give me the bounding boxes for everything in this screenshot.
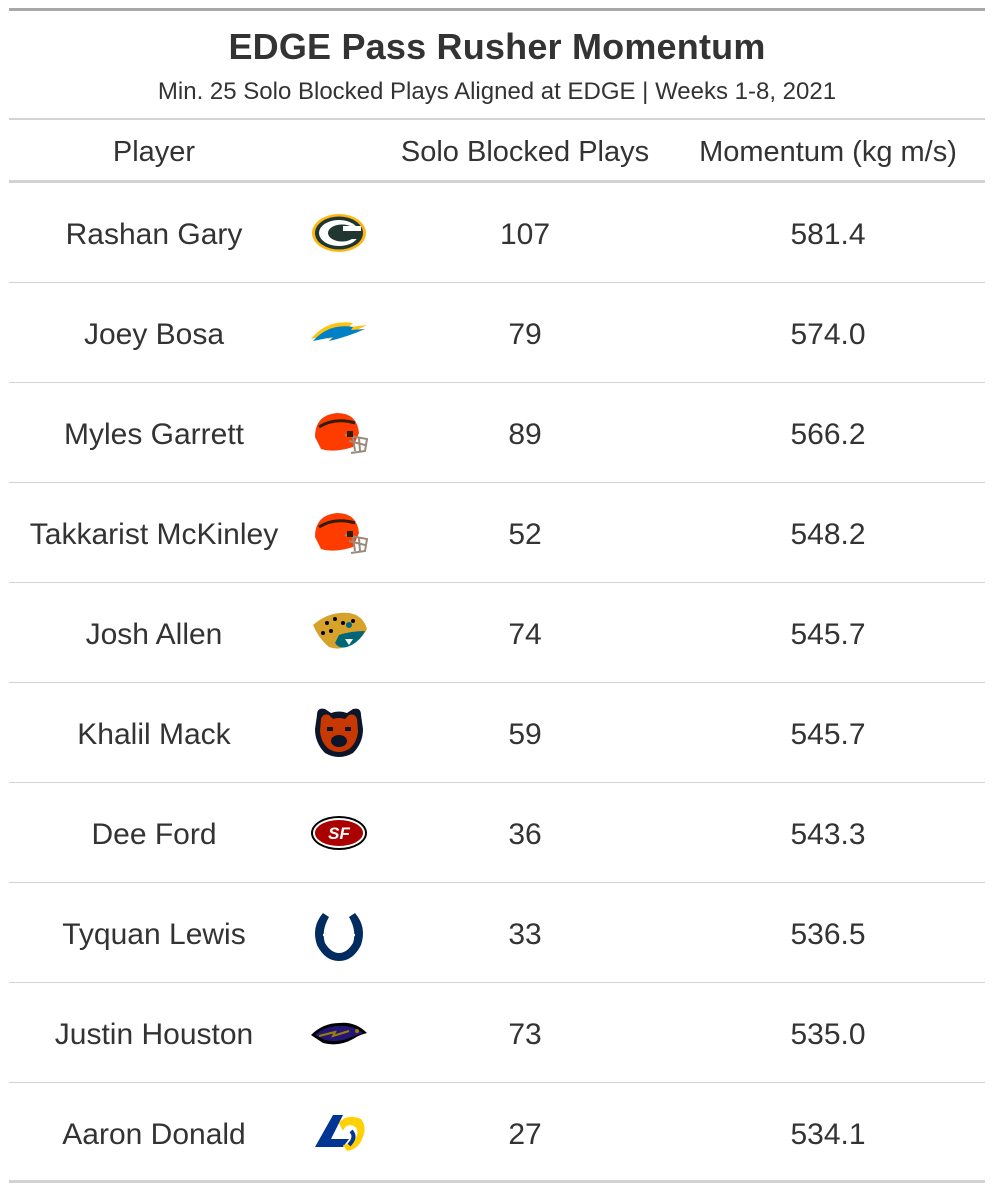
player-name: Aaron Donald	[62, 1118, 246, 1151]
solo-blocked-plays-value: 59	[508, 718, 542, 751]
solo-blocked-plays-value: 52	[508, 518, 542, 551]
momentum-value: 581.4	[790, 218, 866, 251]
jaguars-logo-icon-graphic	[313, 612, 367, 649]
table-body: Rashan Gary 107 581.4 Joey Bosa 79 574.0 Myl…	[9, 183, 985, 1183]
table-subtitle: Min. 25 Solo Blocked Plays Aligned at ED…	[157, 78, 837, 105]
table-row: Khalil Mack 59 545.7	[9, 683, 985, 783]
momentum-value: 566.2	[790, 418, 866, 451]
table-row: Josh Allen 74 545.7	[9, 583, 985, 683]
solo-blocked-plays-value: 36	[508, 818, 542, 851]
player-name: Joey Bosa	[83, 318, 225, 351]
chargers-logo-icon-graphic	[311, 322, 367, 341]
table-row: Rashan Gary 107 581.4	[9, 183, 985, 283]
player-name: Josh Allen	[85, 618, 223, 651]
solo-blocked-plays-value: 74	[508, 618, 542, 651]
svg-text:SF: SF	[328, 824, 350, 843]
column-header-momentum: Momentum (kg m/s)	[699, 136, 957, 168]
table-row: Aaron Donald 27 534.1	[9, 1083, 985, 1183]
momentum-value: 574.0	[790, 318, 866, 351]
player-name: Tyquan Lewis	[62, 918, 246, 951]
table-title: EDGE Pass Rusher Momentum	[228, 26, 766, 67]
momentum-value: 545.7	[790, 618, 866, 651]
column-header-solo-blocked-plays: Solo Blocked Plays	[400, 136, 650, 168]
momentum-value: 548.2	[790, 518, 866, 551]
packers-logo-icon-graphic	[312, 214, 366, 252]
colts-logo-icon-graphic	[315, 913, 363, 961]
player-name: Takkarist McKinley	[29, 518, 279, 551]
solo-blocked-plays-value: 107	[499, 218, 551, 251]
packers-logo-icon	[309, 183, 369, 283]
momentum-value: 536.5	[790, 918, 866, 951]
table-row: Justin Houston 73 535.0	[9, 983, 985, 1083]
solo-blocked-plays-value: 89	[508, 418, 542, 451]
browns-logo-icon-graphic	[315, 413, 369, 454]
header-rule	[9, 118, 985, 120]
browns-logo-icon	[309, 383, 369, 483]
bears-logo-icon	[309, 683, 369, 783]
player-name: Myles Garrett	[63, 418, 245, 451]
solo-blocked-plays-value: 27	[508, 1118, 542, 1151]
table-row: Tyquan Lewis 33 536.5	[9, 883, 985, 983]
player-name: Rashan Gary	[65, 218, 243, 251]
rams-logo-icon	[309, 1083, 369, 1183]
rams-logo-icon-graphic	[315, 1115, 365, 1151]
momentum-table: EDGE Pass Rusher Momentum Min. 25 Solo B…	[9, 8, 985, 1188]
colts-logo-icon	[309, 883, 369, 983]
top-rule	[9, 8, 985, 11]
column-header-player: Player	[112, 136, 196, 168]
table-row: Dee Ford SF 36 543.3	[9, 783, 985, 883]
table-row: Myles Garrett 89 566.2	[9, 383, 985, 483]
momentum-value: 545.7	[790, 718, 866, 751]
player-name: Justin Houston	[54, 1018, 254, 1051]
49ers-logo-icon-graphic: SF	[311, 816, 367, 850]
player-name: Dee Ford	[91, 818, 217, 851]
browns-logo-icon	[309, 483, 369, 583]
table-row: Joey Bosa 79 574.0	[9, 283, 985, 383]
column-header-rule	[9, 180, 985, 183]
bears-logo-icon-graphic	[315, 708, 363, 757]
table-row: Takkarist McKinley 52 548.2	[9, 483, 985, 583]
ravens-logo-icon	[309, 983, 369, 1083]
momentum-value: 534.1	[790, 1118, 866, 1151]
49ers-logo-icon: SF	[309, 783, 369, 883]
jaguars-logo-icon	[309, 583, 369, 683]
browns-logo-icon-graphic	[315, 513, 369, 554]
player-name: Khalil Mack	[77, 718, 231, 751]
ravens-logo-icon-graphic	[311, 1022, 367, 1045]
solo-blocked-plays-value: 79	[508, 318, 542, 351]
momentum-value: 535.0	[790, 1018, 866, 1051]
chargers-logo-icon	[309, 283, 369, 383]
solo-blocked-plays-value: 73	[508, 1018, 542, 1051]
momentum-value: 543.3	[790, 818, 866, 851]
solo-blocked-plays-value: 33	[508, 918, 542, 951]
